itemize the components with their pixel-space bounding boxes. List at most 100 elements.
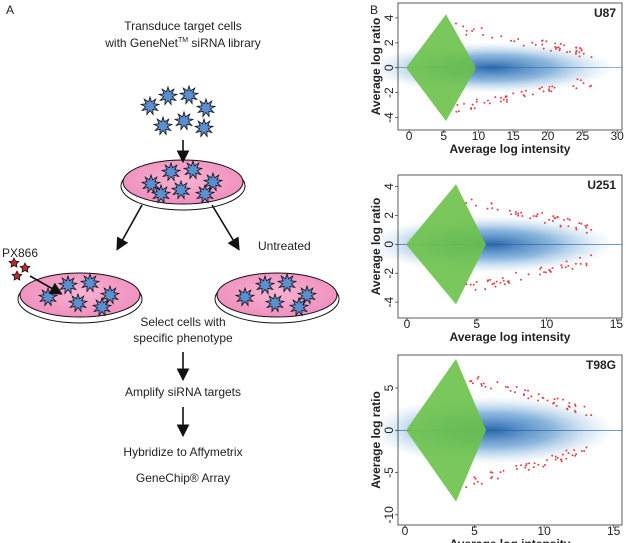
red-points (583, 405, 586, 408)
red-points (502, 98, 505, 101)
cell-icon (234, 286, 256, 307)
red-points (585, 262, 588, 265)
red-points (582, 52, 585, 55)
red-points (548, 269, 551, 272)
red-points (508, 209, 511, 212)
red-points (514, 391, 516, 394)
red-points (582, 82, 585, 85)
red-points (539, 273, 542, 276)
red-points (579, 262, 582, 265)
red-points (465, 29, 468, 32)
red-points (532, 466, 535, 469)
plot-frame (397, 2, 623, 131)
red-points (471, 30, 474, 32)
drug-label: PX866 (2, 246, 38, 260)
red-points (491, 283, 494, 286)
green-points (406, 14, 476, 122)
cell-icon (19, 262, 31, 273)
red-points (542, 90, 545, 93)
red-points (486, 99, 489, 102)
red-points (575, 87, 578, 90)
green-points (406, 184, 486, 305)
red-points (524, 466, 527, 469)
cell-icon (202, 171, 224, 192)
y-tick-label: -4 (382, 296, 396, 307)
red-points (580, 49, 583, 52)
x-tick-label: 5 (440, 129, 447, 143)
red-points (529, 217, 532, 220)
cell-icon (79, 272, 101, 293)
red-points (553, 217, 556, 219)
red-points (565, 449, 568, 452)
red-points (484, 385, 487, 388)
red-points (586, 224, 589, 227)
red-points (465, 33, 468, 36)
red-points (553, 398, 556, 401)
cell-icon (264, 292, 286, 313)
x-tick-label: 10 (472, 129, 486, 143)
cell-icon (139, 95, 161, 116)
ma-plot: 0 5 10 15 -4 -2 0 2 4 U251 Average log intensity Av… (368, 174, 624, 344)
red-points (514, 213, 517, 216)
cell-icon (182, 159, 204, 180)
red-points (554, 455, 557, 458)
cell-icon (150, 183, 172, 204)
red-points (567, 452, 570, 454)
red-points (480, 384, 483, 387)
x-tick-label: 10 (537, 524, 551, 538)
red-points (578, 55, 581, 58)
red-points (564, 266, 567, 269)
red-points (474, 477, 477, 480)
red-points (543, 271, 546, 274)
diagram (8, 84, 340, 324)
plot-title: U87 (594, 6, 616, 20)
red-points (541, 43, 544, 46)
red-points (463, 102, 465, 105)
red-points (476, 377, 479, 380)
red-points (544, 464, 546, 466)
red-points (480, 27, 483, 30)
red-points (579, 47, 581, 49)
red-points (584, 224, 587, 227)
red-points (565, 260, 568, 263)
red-points (470, 198, 473, 201)
red-points (578, 51, 581, 54)
red-points (456, 104, 459, 106)
red-points (562, 398, 565, 401)
y-tick-label: 2 (382, 212, 396, 219)
red-points (510, 39, 513, 42)
cell-icon (140, 173, 162, 194)
cell-icon (67, 292, 89, 313)
panel-label: A (6, 3, 14, 17)
red-points (575, 51, 577, 54)
red-points (556, 216, 559, 219)
red-points (548, 89, 551, 92)
x-tick-label: 15 (610, 317, 624, 331)
red-points (580, 222, 583, 225)
red-points (585, 264, 588, 267)
red-points (575, 228, 578, 231)
cell-icon (99, 284, 121, 305)
x-axis-label: Average log intensity (450, 142, 571, 156)
red-points (522, 393, 525, 396)
step-text: Select cells with (140, 315, 225, 329)
red-points (560, 264, 563, 267)
step-text: Amplify siRNA targets (125, 385, 241, 399)
red-points (527, 389, 529, 392)
red-points (576, 78, 579, 81)
red-points (455, 110, 458, 113)
x-tick-label: 0 (406, 129, 413, 143)
red-points (549, 49, 552, 52)
red-points (554, 42, 557, 45)
red-points (509, 389, 512, 392)
y-tick-label: -10 (382, 506, 396, 524)
red-points (472, 28, 475, 31)
plot-title: T98G (586, 358, 616, 372)
y-tick-label: 0 (382, 241, 396, 248)
red-points (457, 110, 460, 113)
red-points (502, 469, 505, 472)
red-points (532, 215, 535, 217)
red-points (500, 96, 502, 99)
red-points (541, 212, 544, 214)
panel-label: B (370, 3, 378, 17)
